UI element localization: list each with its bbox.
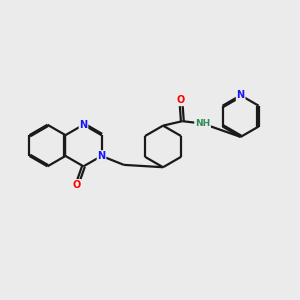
Text: O: O	[73, 180, 81, 190]
Text: NH: NH	[195, 119, 210, 128]
Text: N: N	[98, 151, 106, 161]
Text: N: N	[80, 120, 88, 130]
Text: N: N	[237, 90, 245, 100]
Text: O: O	[177, 95, 185, 105]
